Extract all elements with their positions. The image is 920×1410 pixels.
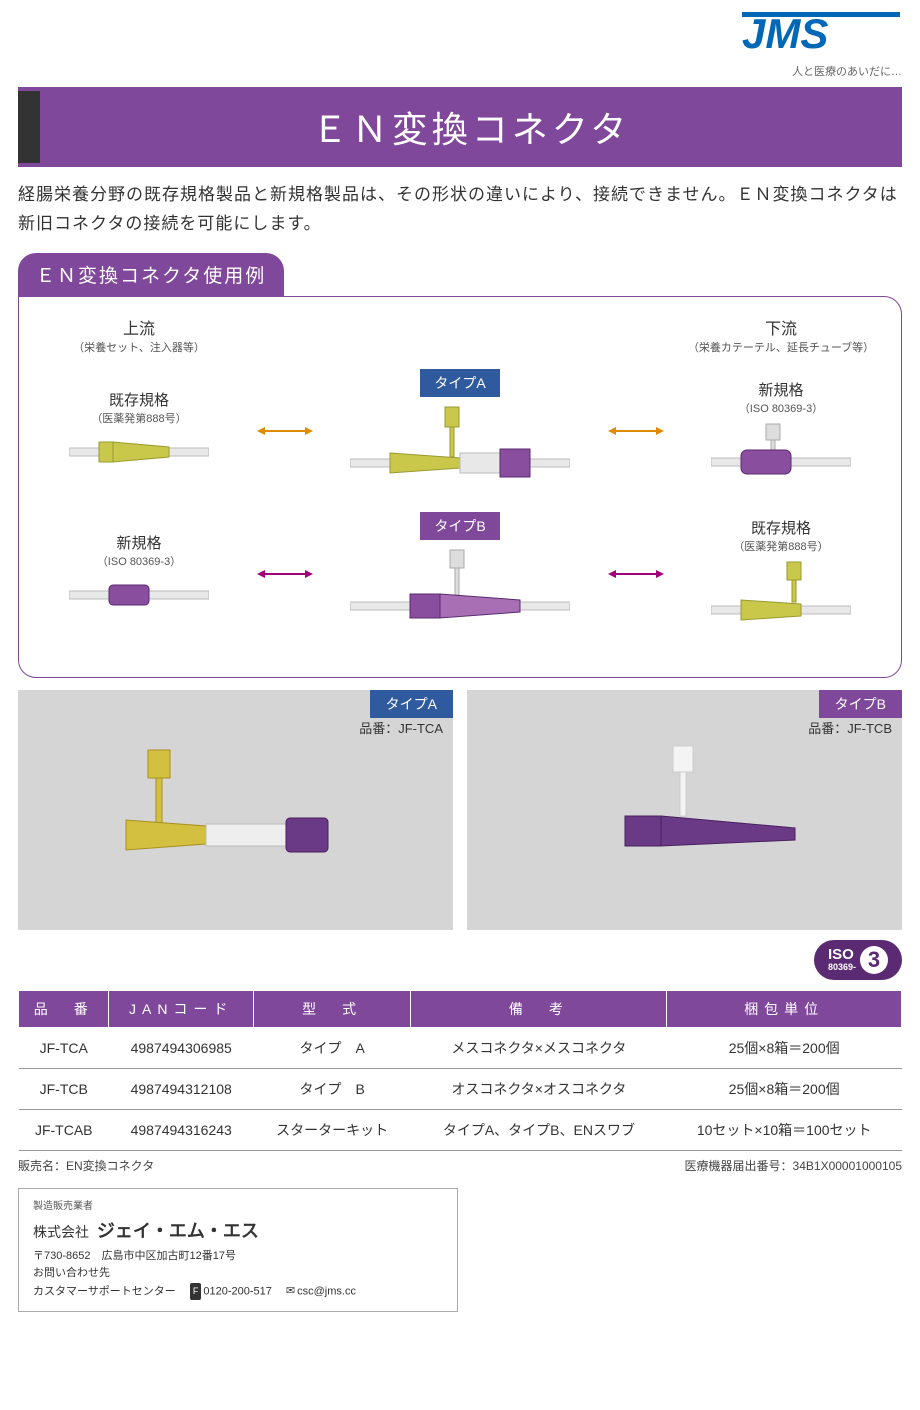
table-row: JF-TCAB4987494316243スターターキットタイプA、タイプB、EN… xyxy=(19,1109,902,1150)
product-a-chip: タイプA xyxy=(370,690,453,718)
table-header: 品 番 xyxy=(19,990,109,1027)
table-cell: 4987494312108 xyxy=(109,1068,253,1109)
device-number: 医療機器届出番号：34B1X00001000105 xyxy=(685,1157,902,1174)
product-a-pn: 品番：JF-TCA xyxy=(359,718,443,737)
table-header: JANコード xyxy=(109,990,253,1027)
left-a-tag: 既存規格 xyxy=(39,389,239,410)
connector-right-b xyxy=(711,560,851,630)
table-header: 型 式 xyxy=(253,990,410,1027)
company-name: 株式会社 ジェイ・エム・エス xyxy=(33,1217,443,1246)
table-cell: タイプ A xyxy=(253,1027,410,1068)
connector-left-a xyxy=(69,432,209,472)
jms-logo: JMS xyxy=(742,12,902,56)
right-a-tag: 新規格 xyxy=(681,379,881,400)
table-row: JF-TCB4987494312108タイプ Bオスコネクタ×オスコネクタ25個… xyxy=(19,1068,902,1109)
right-b-sub: （医薬発第888号） xyxy=(681,538,881,554)
arrow-b2 xyxy=(606,566,666,587)
flow-row-a: 既存規格 （医薬発第888号） タイプA xyxy=(39,369,881,498)
product-row: タイプA 品番：JF-TCA タイプB 品番：JF-TCB xyxy=(18,690,902,930)
title-accent xyxy=(18,91,40,163)
table-cell: 4987494306985 xyxy=(109,1027,253,1068)
logo-row: JMS 人と医療のあいだに… xyxy=(18,12,902,79)
left-a-sub: （医薬発第888号） xyxy=(39,410,239,426)
table-cell: タイプ B xyxy=(253,1068,410,1109)
left-b-tag: 新規格 xyxy=(39,532,239,553)
table-cell: 25個×8箱＝200個 xyxy=(667,1027,902,1068)
connector-center-a xyxy=(350,403,570,493)
intro-text: 経腸栄養分野の既存規格製品と新規格製品は、その形状の違いにより、接続できません。… xyxy=(18,181,902,239)
table-header: 備 考 xyxy=(411,990,667,1027)
tagline: 人と医療のあいだに… xyxy=(742,63,902,79)
table-cell: スターターキット xyxy=(253,1109,410,1150)
product-card-b: タイプB 品番：JF-TCB xyxy=(467,690,902,930)
notes-row: 販売名：EN変換コネクタ 医療機器届出番号：34B1X00001000105 xyxy=(18,1157,902,1174)
sales-name: 販売名：EN変換コネクタ xyxy=(18,1157,154,1174)
table-cell: 4987494316243 xyxy=(109,1109,253,1150)
footer: 製造販売業者 株式会社 ジェイ・エム・エス 〒730-8652 広島市中区加古町… xyxy=(18,1188,458,1312)
table-row: JF-TCA4987494306985タイプ Aメスコネクタ×メスコネクタ25個… xyxy=(19,1027,902,1068)
product-b-chip: タイプB xyxy=(819,690,902,718)
table-cell: JF-TCB xyxy=(19,1068,109,1109)
table-cell: JF-TCA xyxy=(19,1027,109,1068)
table-cell: メスコネクタ×メスコネクタ xyxy=(411,1027,667,1068)
connector-left-b xyxy=(69,575,209,615)
left-b-sub: （ISO 80369-3） xyxy=(39,553,239,569)
product-a-image xyxy=(86,740,386,880)
arrow-a2 xyxy=(606,423,666,444)
page-title: ＥＮ変換コネクタ xyxy=(40,87,902,167)
address: 〒730-8652 広島市中区加古町12番17号 xyxy=(33,1248,443,1266)
connector-center-b xyxy=(350,546,570,636)
table-cell: 10セット×10箱＝100セット xyxy=(667,1109,902,1150)
usage-heading: ＥＮ変換コネクタ使用例 xyxy=(18,253,284,296)
connector-right-a xyxy=(711,422,851,482)
table-cell: タイプA、タイプB、ENスワブ xyxy=(411,1109,667,1150)
right-b-tag: 既存規格 xyxy=(681,517,881,538)
type-a-chip: タイプA xyxy=(420,369,499,397)
arrow-a1 xyxy=(255,423,315,444)
svg-text:JMS: JMS xyxy=(742,12,828,56)
title-bar: ＥＮ変換コネクタ xyxy=(18,87,902,167)
downstream-label: 下流 xyxy=(681,315,881,339)
product-b-image xyxy=(535,740,835,880)
table-cell: 25個×8箱＝200個 xyxy=(667,1068,902,1109)
contact-line: カスタマーサポートセンター F0120-200-517 ✉csc@jms.cc xyxy=(33,1283,443,1301)
type-b-chip: タイプB xyxy=(420,512,499,540)
iso-badge: ISO80369- 3 xyxy=(814,940,902,980)
right-a-sub: （ISO 80369-3） xyxy=(681,400,881,416)
iso-row: ISO80369- 3 xyxy=(18,940,902,980)
usage-section: ＥＮ変換コネクタ使用例 上流 （栄養セット、注入器等） 下流 （栄養カテーテル、… xyxy=(18,253,902,678)
downstream-sub: （栄養カテーテル、延長チューブ等） xyxy=(681,339,881,355)
mfr-label: 製造販売業者 xyxy=(33,1199,443,1215)
product-card-a: タイプA 品番：JF-TCA xyxy=(18,690,453,930)
flow-row-b: 新規格 （ISO 80369-3） タイプB xyxy=(39,512,881,641)
freedial-icon: F xyxy=(190,1283,202,1299)
mail-icon: ✉ xyxy=(286,1283,295,1301)
table-cell: JF-TCAB xyxy=(19,1109,109,1150)
arrow-b1 xyxy=(255,566,315,587)
spec-table: 品 番JANコード型 式備 考梱包単位 JF-TCA4987494306985タ… xyxy=(18,990,902,1151)
table-cell: オスコネクタ×オスコネクタ xyxy=(411,1068,667,1109)
contact-label: お問い合わせ先 xyxy=(33,1265,443,1283)
product-b-pn: 品番：JF-TCB xyxy=(808,718,892,737)
iso-number: 3 xyxy=(860,946,888,974)
upstream-label: 上流 xyxy=(39,315,239,339)
upstream-sub: （栄養セット、注入器等） xyxy=(39,339,239,355)
table-header: 梱包単位 xyxy=(667,990,902,1027)
